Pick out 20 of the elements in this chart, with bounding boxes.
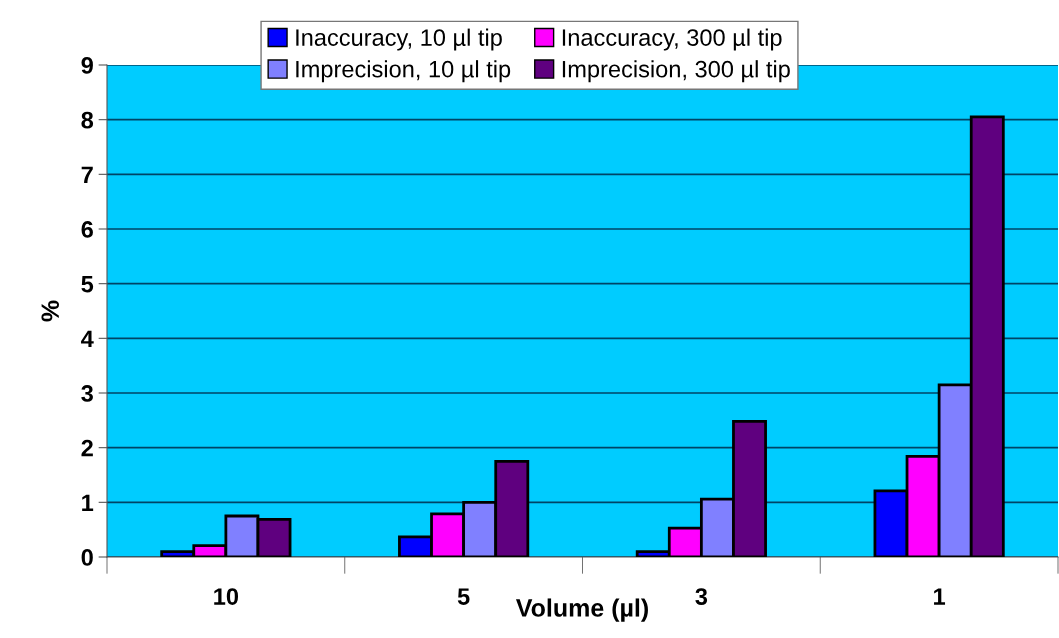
legend-label: Imprecision, 300 µl tip bbox=[562, 60, 790, 83]
legend-label: Imprecision, 10 µl tip bbox=[296, 60, 511, 83]
x-tick-label: 5 bbox=[457, 588, 470, 605]
y-tick-label: 0 bbox=[81, 549, 93, 566]
y-tick-label: 6 bbox=[81, 221, 93, 238]
legend-label: Inaccuracy, 10 µl tip bbox=[296, 28, 502, 51]
y-tick-label: 2 bbox=[81, 439, 93, 457]
x-tick-label: 10 bbox=[214, 588, 239, 605]
y-tick-label: 1 bbox=[82, 494, 94, 511]
y-tick-label: 8 bbox=[81, 111, 94, 129]
x-tick-label: 3 bbox=[695, 588, 708, 605]
y-tick-label: 9 bbox=[81, 57, 93, 74]
legend-label: Inaccuracy, 300 µl tip bbox=[562, 28, 782, 51]
x-axis-title: Volume (µl) bbox=[515, 598, 648, 622]
y-axis-title: % bbox=[41, 300, 60, 322]
y-tick-label: 7 bbox=[81, 166, 93, 183]
y-tick-label: 4 bbox=[81, 330, 94, 347]
y-tick-label: 5 bbox=[81, 275, 94, 293]
x-tick-label: 1 bbox=[934, 588, 946, 605]
y-tick-label: 3 bbox=[81, 385, 93, 402]
